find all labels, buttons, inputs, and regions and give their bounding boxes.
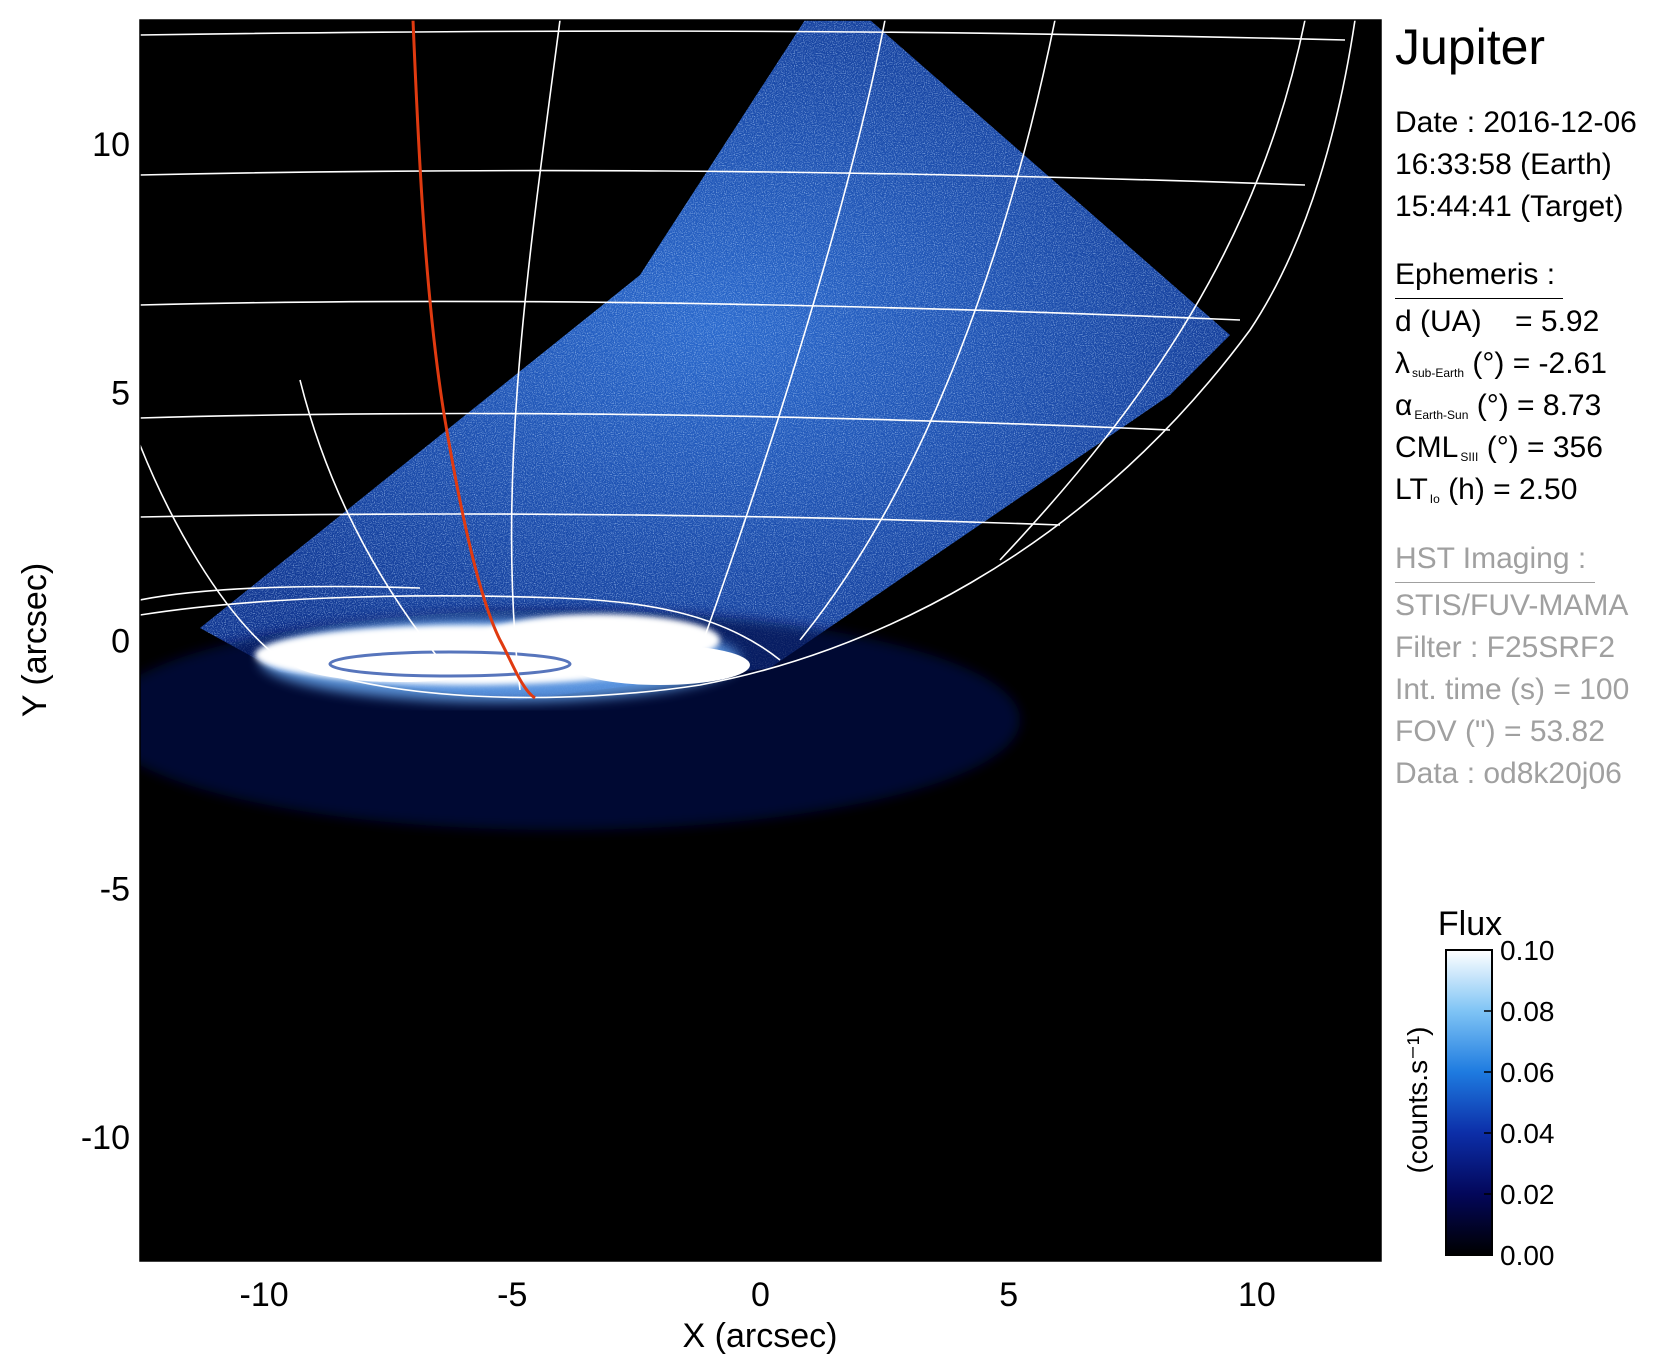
x-tick-label: -5: [497, 1276, 527, 1314]
colorbar-title: Flux: [1438, 905, 1502, 943]
ephemeris-heading: Ephemeris :: [1395, 254, 1563, 299]
ephemeris-lt: LT Io (h) = 2.50: [1395, 469, 1577, 520]
ephemeris-lambda: λ sub-Earth (°) = -2.61: [1395, 343, 1607, 394]
date-line: Date : 2016-12-06: [1395, 106, 1637, 139]
colorbar-ticks: 0.10 0.08 0.06 0.04 0.02 0.00: [1484, 935, 1555, 1271]
cml-symbol: CML: [1395, 431, 1459, 464]
lambda-subscript: sub-Earth: [1412, 366, 1465, 380]
lambda-value: (°) = -2.61: [1472, 347, 1607, 380]
colorbar: Flux (counts.s⁻¹) 0.100.080.060.040.020.…: [1402, 905, 1555, 1271]
planet-limb: [140, 20, 1356, 699]
colorbar-tick-label: 0.06: [1500, 1057, 1555, 1088]
colorbar-tick-label: 0.08: [1500, 996, 1555, 1027]
lambda-symbol: λ: [1395, 347, 1410, 380]
footprint-curve: [411, 20, 536, 700]
ephemeris-alpha: α Earth-Sun (°) = 8.73: [1395, 385, 1601, 436]
alpha-symbol: α: [1395, 389, 1413, 422]
hst-data-id: Data : od8k20j06: [1395, 757, 1622, 790]
x-tick-label: -10: [240, 1276, 289, 1314]
emission-speckle: [200, 20, 1230, 700]
hst-fov: FOV (") = 53.82: [1395, 715, 1605, 748]
auroral-oval: [255, 614, 750, 702]
cml-value: (°) = 356: [1486, 431, 1603, 464]
alpha-value: (°) = 8.73: [1476, 389, 1602, 422]
target-title: Jupiter: [1395, 19, 1546, 75]
colorbar-gradient: [1445, 949, 1493, 1256]
y-tick-label: 0: [111, 623, 130, 661]
y-tick-label: 5: [111, 374, 130, 412]
lt-value: (h) = 2.50: [1448, 473, 1578, 506]
y-tick-label: 10: [92, 126, 130, 164]
x-tick-label: 0: [751, 1276, 770, 1314]
time-earth-line: 16:33:58 (Earth): [1395, 148, 1612, 181]
distance-label: d (UA): [1395, 305, 1482, 338]
colorbar-tick-label: 0.10: [1500, 935, 1555, 966]
hst-filter: Filter : F25SRF2: [1395, 631, 1616, 664]
distance-value: = 5.92: [1515, 305, 1600, 338]
colorbar-tick-label: 0.02: [1500, 1179, 1555, 1210]
y-tick-label: -10: [81, 1119, 130, 1157]
colorbar-tick-label: 0.04: [1500, 1118, 1555, 1149]
cml-subscript: SIII: [1460, 450, 1479, 464]
time-target-line: 15:44:41 (Target): [1395, 190, 1624, 223]
alpha-subscript: Earth-Sun: [1414, 408, 1469, 422]
planetographic-grid: [140, 20, 1356, 699]
hst-instrument: STIS/FUV-MAMA: [1395, 589, 1629, 622]
y-tick-label: -5: [100, 871, 130, 909]
x-axis-ticks: -10 -5 0 5 10: [240, 1248, 1276, 1314]
lt-symbol: LT: [1395, 473, 1428, 506]
ephemeris-cml: CML SIII (°) = 356: [1395, 427, 1603, 478]
y-axis-label: Y (arcsec): [16, 563, 54, 717]
hst-heading: HST Imaging :: [1395, 538, 1595, 583]
x-axis-label: X (arcsec): [683, 1317, 838, 1355]
colorbar-tick-label: 0.00: [1500, 1240, 1555, 1271]
x-tick-label: 5: [999, 1276, 1018, 1314]
x-tick-label: 10: [1238, 1276, 1276, 1314]
y-axis-ticks: 10 5 0 -5 -10: [81, 126, 153, 1157]
hst-int-time: Int. time (s) = 100: [1395, 673, 1630, 706]
hst-heading-text: HST Imaging :: [1395, 538, 1595, 583]
ephemeris-distance: d (UA) = 5.92: [1395, 301, 1599, 343]
ephemeris-heading-text: Ephemeris :: [1395, 254, 1563, 299]
lt-subscript: Io: [1429, 492, 1440, 506]
colorbar-unit-label: (counts.s⁻¹): [1402, 1026, 1433, 1173]
